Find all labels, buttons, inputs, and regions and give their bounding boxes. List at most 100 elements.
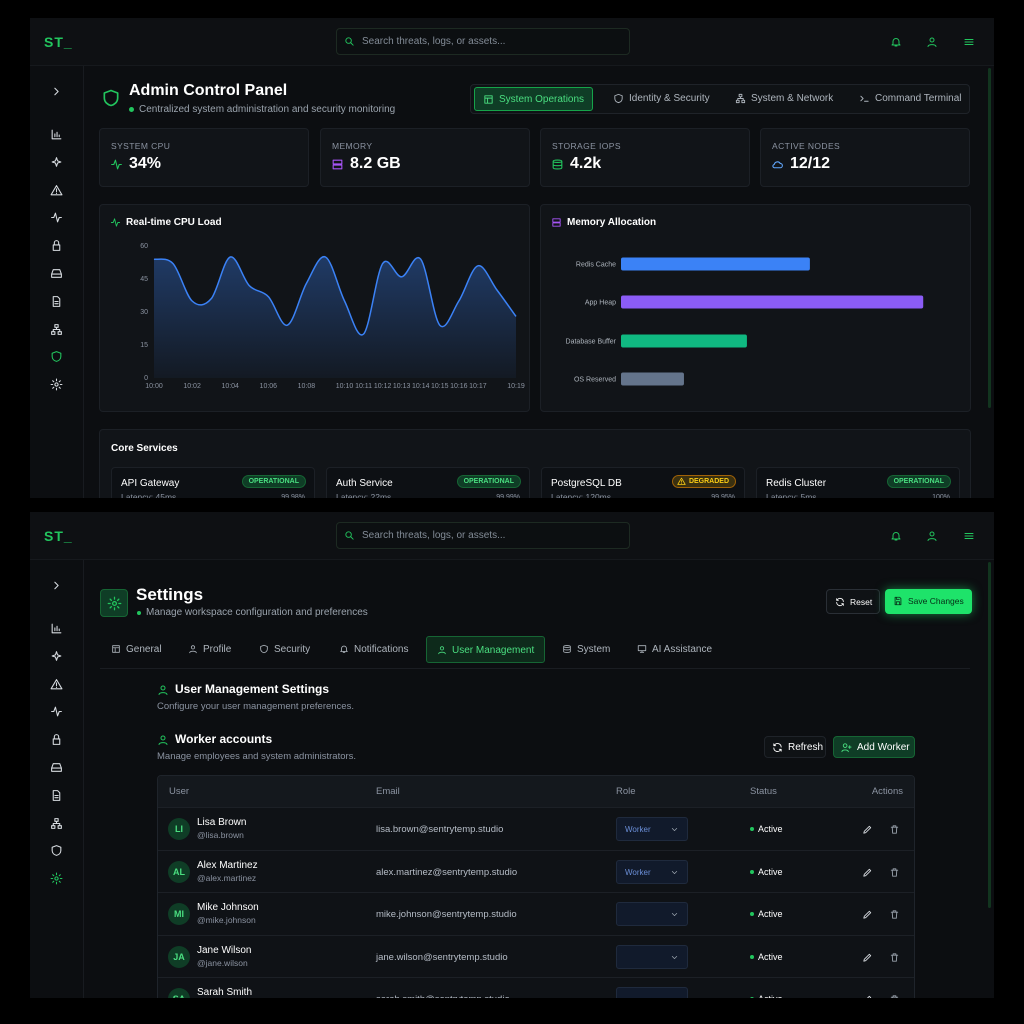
user-name: Sarah Smith <box>197 987 253 998</box>
service-card: Auth Service OPERATIONAL Latency: 22ms 99.9… <box>326 467 530 498</box>
sidebar-warn[interactable] <box>50 184 63 197</box>
tab[interactable]: Profile <box>185 636 247 663</box>
tab[interactable]: System Operations <box>474 87 593 111</box>
x-tick-label: 10:19 <box>507 383 525 390</box>
tab[interactable]: Security <box>256 636 326 663</box>
user-email: lisa.brown@sentrytemp.studio <box>376 824 504 835</box>
sidebar-net[interactable] <box>50 817 63 830</box>
edit-button[interactable] <box>862 909 873 920</box>
edit-button[interactable] <box>862 994 873 998</box>
sidebar-shield[interactable] <box>50 844 63 857</box>
sidebar-shield[interactable] <box>50 350 63 363</box>
tab-divider <box>100 668 970 669</box>
role-select[interactable] <box>616 944 688 969</box>
column-header: Role <box>616 786 636 797</box>
sidebar-bars[interactable] <box>50 128 63 141</box>
sidebar-warn[interactable] <box>50 678 63 691</box>
sidebar-chev[interactable] <box>50 579 63 592</box>
role-select[interactable] <box>616 902 688 926</box>
section-title: Worker accounts <box>175 732 273 746</box>
user-handle: @lisa.brown <box>197 830 244 840</box>
icon <box>671 828 678 831</box>
edit-button[interactable] <box>862 824 873 835</box>
tab-label: Notifications <box>354 644 409 655</box>
sidebar-spark[interactable] <box>50 156 63 169</box>
page-title: Admin Control Panel <box>129 82 288 99</box>
sidebar-net[interactable] <box>50 323 63 336</box>
delete-button[interactable] <box>889 867 900 878</box>
tab[interactable]: AI Assistance <box>634 636 724 663</box>
search-placeholder: Search threats, logs, or assets... <box>362 36 506 47</box>
sidebar-drive[interactable] <box>50 267 63 280</box>
tab-label: User Management <box>452 645 535 656</box>
sidebar-chev[interactable] <box>50 85 63 98</box>
service-uptime: 99.95% <box>711 494 735 498</box>
bar <box>621 372 684 386</box>
sidebar-doc[interactable] <box>50 789 63 802</box>
button-label: Reset <box>850 597 873 607</box>
search-box[interactable]: Search threats, logs, or assets... <box>336 522 630 549</box>
refresh-button[interactable]: Refresh <box>764 736 826 758</box>
user-name: Mike Johnson <box>197 902 259 913</box>
user-status: Active <box>758 824 783 834</box>
save-button[interactable]: Save Changes <box>885 589 972 614</box>
service-name: API Gateway <box>121 478 180 489</box>
x-tick-label: 10:11 <box>355 383 372 390</box>
delete-button[interactable] <box>889 952 900 963</box>
delete-button[interactable] <box>889 909 900 920</box>
profile-button[interactable] <box>926 36 938 48</box>
edit-button[interactable] <box>862 867 873 878</box>
sidebar-gear[interactable] <box>50 378 63 391</box>
sidebar-gear[interactable] <box>50 872 63 885</box>
sidebar-lock[interactable] <box>50 239 63 252</box>
search-box[interactable]: Search threats, logs, or assets... <box>336 28 630 55</box>
status-dot <box>137 611 141 615</box>
role-select[interactable]: Worker <box>616 817 688 841</box>
button-label: Add Worker <box>857 742 910 753</box>
sidebar-lock[interactable] <box>50 733 63 746</box>
x-tick-label: 10:10 <box>336 383 354 390</box>
tab[interactable]: Command Terminal <box>851 87 967 111</box>
sidebar-pulse[interactable] <box>50 705 63 718</box>
notifications-button[interactable] <box>890 36 902 48</box>
sidebar-drive[interactable] <box>50 761 63 774</box>
tab[interactable]: Notifications <box>336 636 422 663</box>
column-header: Status <box>750 786 777 797</box>
x-tick-label: 10:16 <box>450 383 468 390</box>
service-name: PostgreSQL DB <box>551 478 622 489</box>
tab[interactable]: User Management <box>426 636 545 663</box>
service-latency: Latency: 22ms <box>336 492 392 498</box>
icon <box>111 159 122 170</box>
role-select[interactable]: Worker <box>616 859 688 884</box>
table-row: AL Alex Martinez @alex.martinez alex.martin… <box>158 849 914 893</box>
menu-button[interactable] <box>963 36 975 48</box>
icon <box>107 596 122 611</box>
profile-button[interactable] <box>926 530 938 542</box>
app-window: ST_ Search threats, logs, or assets... Adm… <box>30 18 994 498</box>
sidebar-bars[interactable] <box>50 622 63 635</box>
add-worker-button[interactable]: Add Worker <box>833 736 915 758</box>
notifications-button[interactable] <box>890 530 902 542</box>
sidebar-spark[interactable] <box>50 650 63 663</box>
user-handle: @jane.wilson <box>197 957 248 968</box>
table-row: JA Jane Wilson @jane.wilson jane.wilson@sen… <box>158 934 914 978</box>
icon <box>671 913 678 916</box>
memory-chart-card: Memory Allocation Redis Cache App Heap Data… <box>540 204 971 412</box>
tab[interactable]: General <box>108 636 178 663</box>
tab[interactable]: Identity & Security <box>605 87 717 111</box>
user-status: Active <box>758 866 783 877</box>
role-value: Worker <box>625 825 651 834</box>
reset-button[interactable]: Reset <box>826 589 880 614</box>
menu-button[interactable] <box>963 530 975 542</box>
sidebar-doc[interactable] <box>50 295 63 308</box>
delete-button[interactable] <box>889 994 900 998</box>
icon <box>894 596 902 606</box>
tab[interactable]: System <box>559 636 619 663</box>
delete-button[interactable] <box>889 824 900 835</box>
edit-button[interactable] <box>862 952 873 963</box>
service-card: Redis Cluster OPERATIONAL Latency: 5ms 100% <box>756 467 960 498</box>
role-select[interactable] <box>616 987 688 998</box>
sidebar-pulse[interactable] <box>50 211 63 224</box>
stat-card: SYSTEM CPU 34% <box>99 128 309 187</box>
tab[interactable]: System & Network <box>727 87 843 111</box>
